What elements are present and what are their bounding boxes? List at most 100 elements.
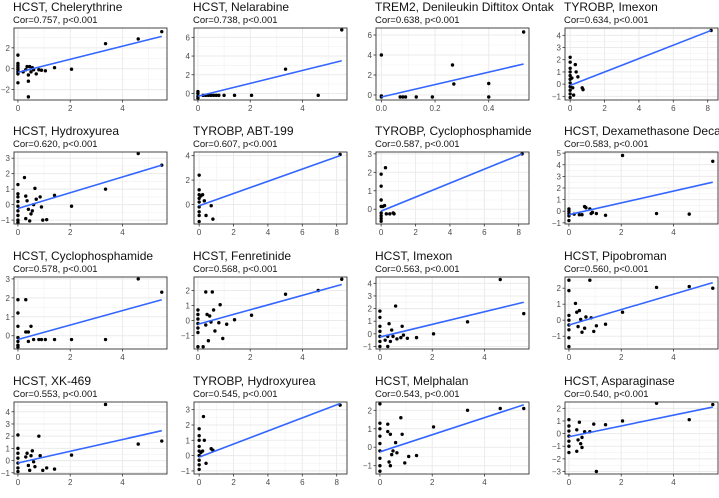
data-point bbox=[196, 96, 200, 100]
plot-background bbox=[376, 277, 529, 349]
data-point bbox=[16, 311, 20, 315]
y-tick-label: 1 bbox=[557, 417, 562, 426]
data-point bbox=[576, 438, 580, 442]
data-point bbox=[197, 434, 201, 438]
y-tick-label: −2 bbox=[1, 86, 11, 95]
data-point bbox=[399, 415, 403, 420]
data-point bbox=[378, 441, 382, 446]
y-tick-label: 1 bbox=[368, 317, 373, 326]
scatter-plot: 0 2 4 −1 0 1 2 3 4 bbox=[1, 401, 168, 487]
data-point bbox=[582, 326, 587, 330]
data-point bbox=[577, 420, 582, 424]
y-tick-label: 4 bbox=[368, 51, 373, 60]
data-point bbox=[384, 212, 389, 216]
x-tick-label: 0 bbox=[16, 353, 21, 362]
x-tick-label: 2 bbox=[602, 104, 607, 113]
y-tick-label: −1 bbox=[363, 462, 373, 471]
plot-background bbox=[376, 152, 529, 224]
data-point bbox=[197, 467, 201, 472]
data-point bbox=[16, 192, 20, 196]
y-tick-label: 2 bbox=[186, 176, 191, 185]
plot-background bbox=[194, 402, 347, 474]
data-point bbox=[567, 439, 571, 443]
y-tick-label: 1 bbox=[6, 313, 11, 322]
data-point bbox=[382, 203, 387, 208]
x-tick-label: 4 bbox=[120, 228, 125, 237]
data-point bbox=[401, 333, 406, 337]
data-point bbox=[103, 41, 108, 46]
x-tick-label: 2 bbox=[68, 353, 73, 362]
x-tick-label: 8 bbox=[705, 104, 710, 113]
plot-background bbox=[194, 152, 347, 224]
y-tick-label: 0 bbox=[6, 457, 11, 466]
data-point bbox=[386, 344, 390, 349]
y-tick-label: −1 bbox=[552, 442, 562, 451]
data-point bbox=[401, 95, 405, 99]
regression-line bbox=[380, 153, 523, 212]
data-point bbox=[414, 95, 418, 99]
data-point bbox=[405, 336, 410, 340]
x-tick-label: 2 bbox=[430, 353, 435, 362]
data-point bbox=[136, 37, 140, 41]
data-point bbox=[452, 82, 456, 86]
panel-subtitle: Cor=0.583, p<0.001 bbox=[564, 139, 649, 150]
data-point bbox=[379, 53, 384, 57]
scatter-plot: 0 2 4 6 8 −1 0 1 2 3 bbox=[181, 401, 348, 487]
data-point bbox=[580, 213, 584, 217]
data-point bbox=[218, 303, 222, 307]
data-point bbox=[197, 463, 201, 467]
x-tick-label: 2 bbox=[619, 353, 624, 362]
data-point bbox=[431, 332, 436, 336]
panel-title: HCST, Chelerythrine bbox=[13, 0, 123, 14]
plot-border bbox=[193, 27, 348, 101]
y-tick-label: −1 bbox=[552, 332, 562, 341]
data-point bbox=[16, 451, 20, 455]
y-tick-label: 2 bbox=[6, 170, 11, 179]
plot-border bbox=[375, 151, 530, 225]
y-tick-label: 0 bbox=[368, 91, 373, 100]
scatter-plot: 0 2 4 6 8 0 2 4 bbox=[186, 151, 348, 237]
data-point bbox=[584, 315, 588, 319]
x-tick-label: 2 bbox=[231, 478, 236, 487]
data-point bbox=[567, 313, 571, 318]
scatter-panel: TYROBP, ABT-199 Cor=0.607, p<0.001 0 2 4 6 8 0 2… bbox=[180, 124, 360, 248]
x-tick-label: 0.4 bbox=[483, 104, 495, 113]
data-point bbox=[205, 312, 209, 317]
data-point bbox=[568, 66, 572, 70]
data-point bbox=[465, 408, 470, 413]
plot-border bbox=[564, 27, 719, 101]
scatter-plot: 0 2 4 6 8 −1 0 1 2 3 4 bbox=[552, 27, 719, 113]
data-point bbox=[16, 204, 20, 208]
data-point bbox=[16, 72, 20, 76]
panel-title: TYROBP, Imexon bbox=[564, 0, 658, 14]
data-point bbox=[217, 321, 221, 325]
panel-subtitle: Cor=0.587, p<0.001 bbox=[375, 139, 460, 150]
x-tick-label: 0 bbox=[378, 353, 383, 362]
data-point bbox=[580, 445, 584, 450]
data-point bbox=[567, 444, 571, 448]
data-point bbox=[201, 345, 205, 349]
data-point bbox=[568, 92, 572, 96]
data-point bbox=[30, 209, 35, 213]
data-point bbox=[340, 28, 344, 32]
y-tick-label: 2 bbox=[6, 44, 11, 53]
data-point bbox=[206, 339, 211, 343]
panel-subtitle: Cor=0.563, p<0.001 bbox=[375, 264, 460, 275]
data-point bbox=[654, 285, 659, 290]
data-point bbox=[69, 204, 74, 208]
y-tick-label: 0 bbox=[186, 317, 191, 326]
y-tick-label: 3 bbox=[186, 406, 191, 415]
data-point bbox=[687, 417, 691, 422]
data-point bbox=[222, 93, 226, 98]
data-point bbox=[400, 432, 404, 437]
data-point bbox=[594, 324, 599, 328]
y-tick-label: 1 bbox=[6, 185, 11, 194]
data-point bbox=[603, 423, 608, 427]
regression-line bbox=[197, 283, 342, 326]
data-point bbox=[414, 453, 419, 458]
x-tick-label: 2 bbox=[619, 228, 624, 237]
data-point bbox=[232, 318, 237, 322]
panel-title: HCST, Asparaginase bbox=[564, 374, 675, 388]
data-point bbox=[249, 93, 254, 98]
y-tick-label: 1 bbox=[557, 196, 562, 205]
